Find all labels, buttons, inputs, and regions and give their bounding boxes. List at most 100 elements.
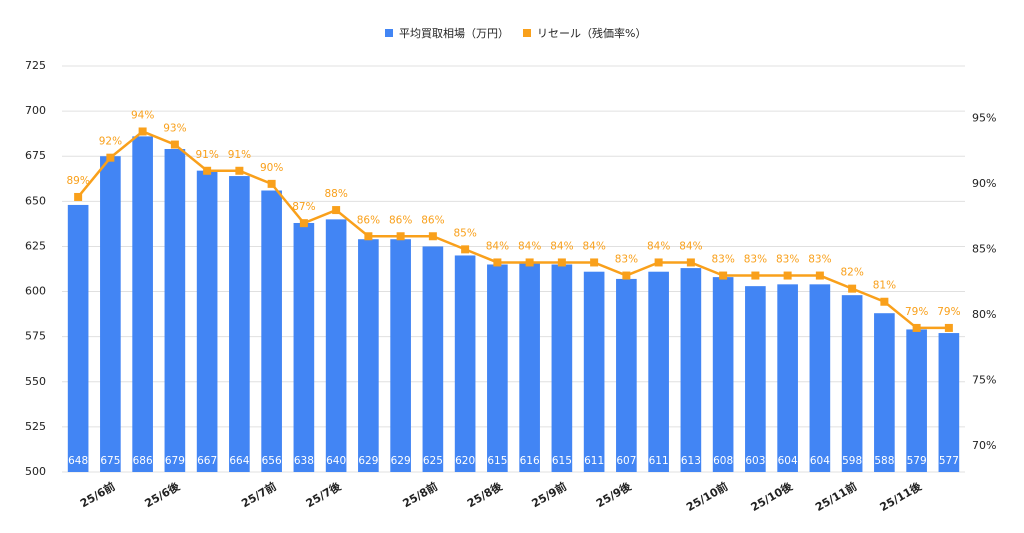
bar-value-label: 675 <box>100 455 120 467</box>
x-tick-label: 25/7前 <box>239 479 279 510</box>
bar-value-label: 648 <box>68 455 88 467</box>
bar <box>164 149 186 472</box>
line-value-label: 84% <box>486 240 509 252</box>
bar-value-label: 598 <box>842 455 862 467</box>
y2-tick-label: 90% <box>972 177 996 190</box>
bar <box>390 239 411 472</box>
x-tick-label: 25/8前 <box>400 479 440 510</box>
bar <box>132 136 153 472</box>
line-marker <box>461 245 470 254</box>
y-tick-label: 550 <box>25 375 46 388</box>
line-marker <box>815 271 824 280</box>
line-value-label: 84% <box>679 240 702 252</box>
bar <box>551 264 573 472</box>
line-marker <box>138 127 147 136</box>
bar <box>454 255 476 472</box>
line-value-label: 94% <box>131 109 154 121</box>
bar <box>261 190 282 473</box>
line-marker <box>235 166 244 175</box>
bar <box>229 176 250 472</box>
bar <box>938 333 960 472</box>
bar-value-label: 588 <box>874 455 894 467</box>
line-value-label: 84% <box>582 240 605 252</box>
y2-tick-label: 85% <box>972 242 996 255</box>
bar-value-label: 611 <box>584 455 604 467</box>
bar <box>648 271 669 472</box>
x-tick-label: 25/10前 <box>684 479 731 514</box>
bar <box>293 222 315 472</box>
x-tick-label: 25/7後 <box>303 479 344 511</box>
line-value-label: 91% <box>228 149 251 161</box>
line-value-label: 85% <box>453 227 476 239</box>
y2-tick-label: 80% <box>972 308 996 321</box>
line-value-label: 91% <box>195 149 218 161</box>
line-marker <box>654 258 663 267</box>
y2-tick-label: 75% <box>972 373 996 386</box>
y-tick-label: 525 <box>25 420 46 433</box>
y-tick-label: 600 <box>25 285 46 298</box>
line-marker <box>686 258 695 267</box>
line-value-label: 87% <box>292 201 315 213</box>
bar <box>809 284 831 472</box>
line-marker <box>203 166 212 175</box>
y2-tick-label: 70% <box>972 439 996 452</box>
bar <box>745 286 766 472</box>
line-value-label: 79% <box>937 306 960 318</box>
x-tick-label: 25/9前 <box>529 479 569 510</box>
bar <box>680 268 702 472</box>
x-tick-label: 25/8後 <box>464 479 505 511</box>
y-tick-label: 500 <box>25 465 46 478</box>
legend-label: 平均買取相場（万円） <box>399 27 509 40</box>
y-tick-label: 625 <box>25 239 46 252</box>
line-value-label: 83% <box>711 254 734 266</box>
bar-value-label: 604 <box>810 455 830 467</box>
line-value-label: 84% <box>647 240 670 252</box>
bar-value-label: 607 <box>616 455 636 467</box>
legend-swatch <box>523 29 531 37</box>
bar-value-label: 620 <box>455 455 475 467</box>
bar <box>841 295 863 472</box>
bar-value-label: 625 <box>423 455 443 467</box>
line-marker <box>364 232 373 241</box>
line-value-label: 86% <box>357 214 380 226</box>
line-value-label: 89% <box>66 175 89 187</box>
bar-value-label: 577 <box>939 455 959 467</box>
x-tick-label: 25/11後 <box>877 479 924 514</box>
bar <box>906 329 927 472</box>
y-tick-label: 575 <box>25 330 46 343</box>
bar-value-label: 604 <box>778 455 798 467</box>
bar <box>422 246 444 472</box>
line-marker <box>428 232 437 241</box>
line-value-label: 82% <box>840 267 863 279</box>
bar-value-label: 629 <box>358 455 378 467</box>
bar-value-label: 616 <box>520 455 540 467</box>
bar-value-label: 603 <box>745 455 765 467</box>
bar-value-label: 638 <box>294 455 314 467</box>
line-value-label: 84% <box>518 240 541 252</box>
line-value-label: 86% <box>389 214 412 226</box>
bar <box>777 284 798 472</box>
line-marker <box>170 140 179 149</box>
bar-value-label: 579 <box>907 455 927 467</box>
line-marker <box>880 297 889 306</box>
line-marker <box>944 323 953 332</box>
y-tick-label: 675 <box>25 149 46 162</box>
x-tick-label: 25/10後 <box>748 479 795 514</box>
x-tick-label: 25/11前 <box>813 479 860 514</box>
bar <box>487 264 508 472</box>
line-marker <box>396 232 405 241</box>
bar-value-label: 629 <box>391 455 411 467</box>
bar-value-label: 608 <box>713 455 733 467</box>
line-value-label: 86% <box>421 214 444 226</box>
line-marker <box>751 271 760 280</box>
x-tick-label: 25/9後 <box>593 479 634 511</box>
bar <box>67 204 89 473</box>
line-marker <box>106 153 115 162</box>
y2-tick-label: 95% <box>972 111 996 124</box>
bar <box>616 278 637 472</box>
y-tick-label: 725 <box>25 59 46 72</box>
bar <box>100 156 121 472</box>
line-value-label: 83% <box>776 254 799 266</box>
bar <box>358 239 379 472</box>
